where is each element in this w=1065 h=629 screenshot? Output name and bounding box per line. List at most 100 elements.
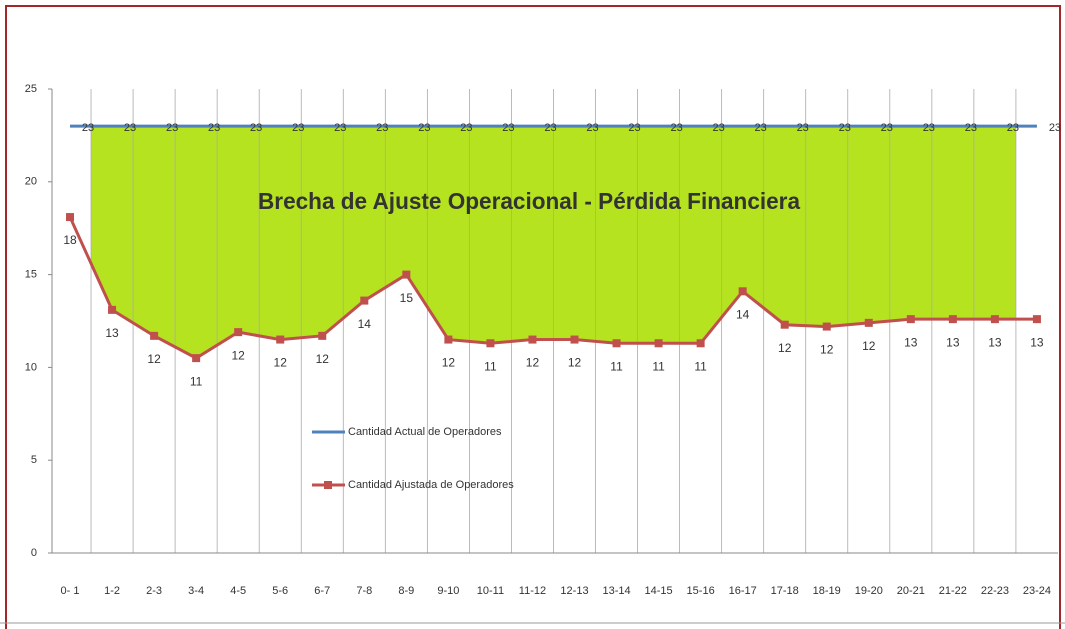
y-tick-label: 5 <box>31 454 37 466</box>
data-label: 11 <box>694 359 707 373</box>
x-tick-label: 15-16 <box>687 585 715 597</box>
data-label: 14 <box>358 317 372 331</box>
data-label: 23 <box>755 122 767 134</box>
marker <box>738 287 747 296</box>
data-label: 13 <box>904 335 918 349</box>
marker <box>948 315 957 324</box>
data-label: 12 <box>778 341 792 355</box>
data-label: 23 <box>965 122 977 134</box>
x-tick-label: 11-12 <box>519 585 546 597</box>
x-tick-label: 3-4 <box>188 585 204 597</box>
x-tick-label: 4-5 <box>230 585 246 597</box>
data-label: 23 <box>292 122 304 134</box>
data-label: 23 <box>124 122 136 134</box>
data-label: 23 <box>166 122 178 134</box>
marker <box>318 331 327 340</box>
frame <box>5 5 1061 629</box>
x-tick-label: 0- 1 <box>61 585 80 597</box>
x-tick-label: 23-24 <box>1023 585 1051 597</box>
marker <box>654 339 663 348</box>
data-label: 12 <box>232 348 246 362</box>
data-label: 11 <box>190 374 203 388</box>
data-label: 18 <box>63 233 77 247</box>
data-label: 23 <box>881 122 893 134</box>
marker <box>612 339 621 348</box>
x-tick-label: 22-23 <box>981 585 1009 597</box>
marker <box>444 335 453 344</box>
y-tick-label: 25 <box>25 83 37 95</box>
marker <box>108 305 117 314</box>
marker <box>360 296 369 305</box>
legend-label: Cantidad Ajustada de Operadores <box>348 479 514 491</box>
x-tick-label: 1-2 <box>104 585 120 597</box>
y-tick-label: 20 <box>25 176 37 188</box>
data-label: 14 <box>736 307 750 321</box>
data-label: 23 <box>628 122 640 134</box>
data-label: 23 <box>839 122 851 134</box>
x-tick-label: 7-8 <box>356 585 372 597</box>
data-label: 12 <box>526 356 540 370</box>
marker <box>192 354 201 363</box>
data-label: 12 <box>442 356 456 370</box>
data-label: 12 <box>274 356 288 370</box>
x-tick-label: 2-3 <box>146 585 162 597</box>
data-label: 11 <box>652 359 665 373</box>
y-tick-label: 10 <box>25 361 37 373</box>
x-tick-label: 10-11 <box>477 585 504 597</box>
marker <box>234 328 243 337</box>
data-label: 12 <box>316 352 330 366</box>
marker <box>1032 315 1041 324</box>
marker <box>276 335 285 344</box>
x-tick-label: 20-21 <box>897 585 925 597</box>
data-label: 13 <box>1030 335 1044 349</box>
data-label: 23 <box>208 122 220 134</box>
data-label: 23 <box>544 122 556 134</box>
data-label: 23 <box>502 122 514 134</box>
x-tick-label: 19-20 <box>855 585 883 597</box>
annotation: Brecha de Ajuste Operacional - Pérdida F… <box>258 188 800 214</box>
x-tick-label: 21-22 <box>939 585 967 597</box>
marker <box>864 318 873 327</box>
data-label: 23 <box>923 122 935 134</box>
x-tick-label: 5-6 <box>272 585 288 597</box>
data-label: 23 <box>1007 122 1019 134</box>
marker <box>822 322 831 331</box>
y-tick-label: 0 <box>31 547 37 559</box>
marker <box>486 339 495 348</box>
marker <box>906 315 915 324</box>
data-label: 23 <box>334 122 346 134</box>
data-label: 23 <box>712 122 724 134</box>
data-label: 23 <box>586 122 598 134</box>
x-tick-label: 17-18 <box>771 585 799 597</box>
data-label: 23 <box>376 122 388 134</box>
data-label: 23 <box>670 122 682 134</box>
x-tick-label: 12-13 <box>560 585 588 597</box>
data-label: 13 <box>946 335 960 349</box>
x-tick-label: 8-9 <box>398 585 414 597</box>
marker <box>528 335 537 344</box>
marker <box>66 213 75 222</box>
marker <box>696 339 705 348</box>
marker <box>990 315 999 324</box>
marker <box>780 320 789 329</box>
data-label: 12 <box>820 343 834 357</box>
data-label: 12 <box>147 352 161 366</box>
data-label: 23 <box>250 122 262 134</box>
data-label: 11 <box>484 359 497 373</box>
x-tick-label: 16-17 <box>729 585 757 597</box>
data-label: 12 <box>568 356 582 370</box>
data-label: 23 <box>797 122 809 134</box>
data-label: 23 <box>1049 122 1061 134</box>
data-label: 13 <box>988 335 1002 349</box>
x-tick-label: 9-10 <box>437 585 459 597</box>
data-label: 23 <box>82 122 94 134</box>
marker <box>150 331 159 340</box>
x-tick-label: 13-14 <box>602 585 630 597</box>
data-label: 11 <box>610 359 623 373</box>
data-label: 13 <box>105 326 119 340</box>
data-label: 15 <box>400 291 414 305</box>
data-label: 12 <box>862 339 876 353</box>
x-tick-label: 14-15 <box>645 585 673 597</box>
data-label: 23 <box>460 122 472 134</box>
